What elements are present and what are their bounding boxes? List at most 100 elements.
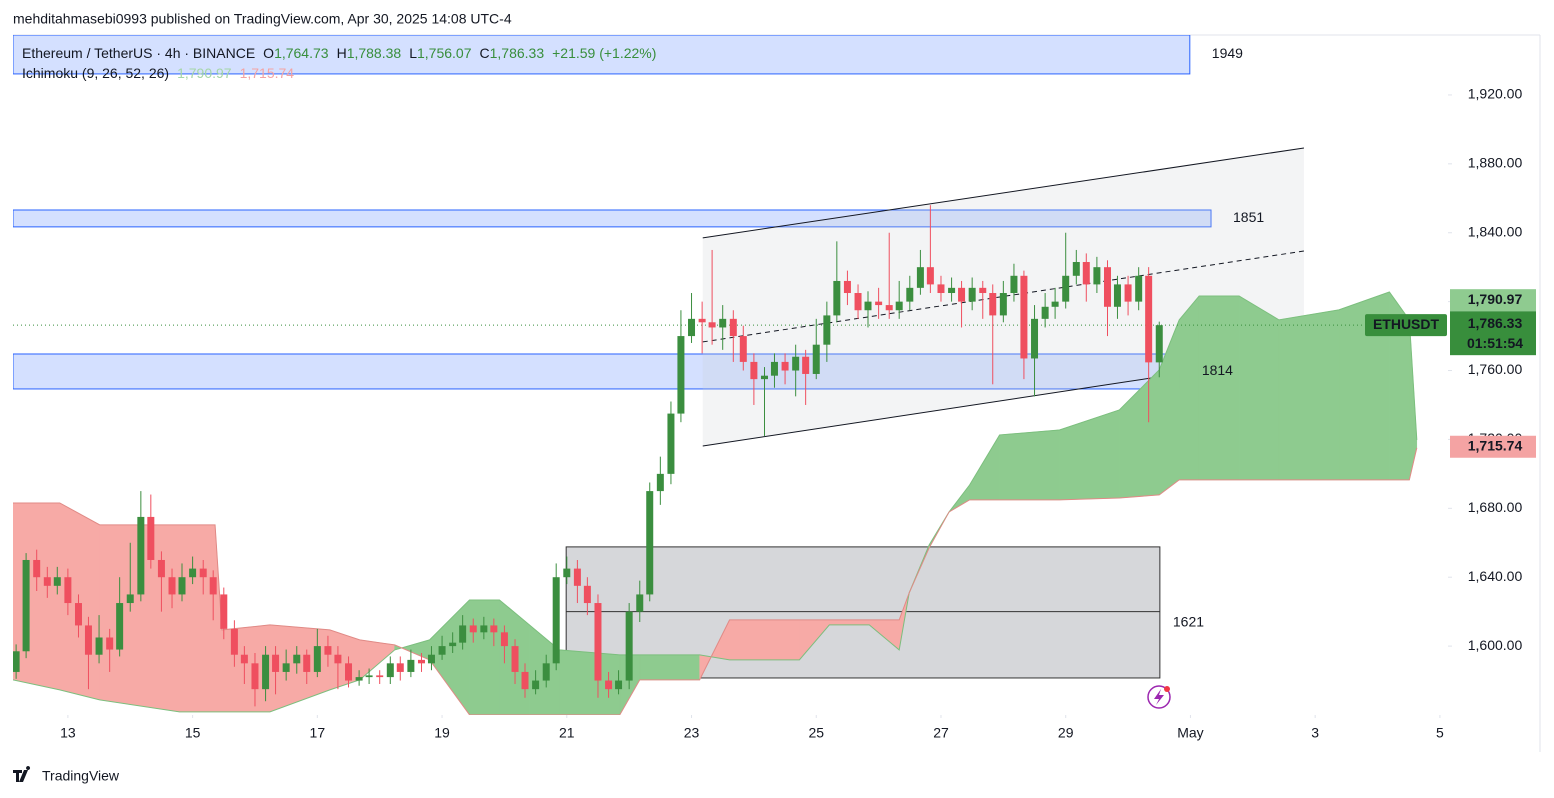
x-tick-label: 19 bbox=[434, 725, 450, 741]
candle-body bbox=[449, 642, 457, 647]
candle-body bbox=[906, 287, 914, 302]
candle-body bbox=[293, 654, 301, 664]
range-box-label: 1621 bbox=[1173, 613, 1204, 629]
x-tick-label: 15 bbox=[185, 725, 201, 741]
indicator-value: 1,790.97 bbox=[177, 65, 232, 81]
cloud-segment bbox=[13, 502, 61, 691]
candle-body bbox=[376, 675, 384, 678]
zone bbox=[13, 35, 1191, 75]
y-tick-label: 1,600.00 bbox=[1468, 637, 1523, 653]
candle-body bbox=[1051, 301, 1059, 307]
candle-body bbox=[605, 680, 613, 690]
countdown: 01:51:54 bbox=[1467, 335, 1523, 351]
candle-body bbox=[802, 356, 810, 374]
candle-body bbox=[646, 491, 654, 595]
candle-body bbox=[875, 301, 883, 306]
candle-body bbox=[1082, 262, 1090, 285]
candle-body bbox=[812, 344, 820, 374]
ohlc-key: H bbox=[337, 45, 347, 61]
ohlc-key: L bbox=[409, 45, 417, 61]
candle-body bbox=[303, 654, 311, 672]
zone-label: 1851 bbox=[1233, 209, 1264, 225]
candle-body bbox=[1093, 267, 1101, 285]
candle-body bbox=[345, 663, 353, 681]
x-tick-label: 21 bbox=[559, 725, 575, 741]
cloud-span_a bbox=[13, 291, 1418, 713]
cloud-segment bbox=[639, 654, 700, 681]
candle-body bbox=[854, 293, 862, 311]
candle-body bbox=[74, 603, 82, 626]
cloud-segment bbox=[1178, 295, 1200, 481]
x-tick-label: 23 bbox=[684, 725, 700, 741]
candle-body bbox=[240, 654, 248, 664]
candle-body bbox=[1124, 284, 1132, 302]
candle-body bbox=[137, 516, 145, 595]
candle-body bbox=[583, 585, 591, 604]
x-tick-label: 13 bbox=[60, 725, 76, 741]
candle-body bbox=[573, 568, 581, 586]
legend-header: Ethereum / TetherUS · 4h · BINANCE O1,764… bbox=[22, 45, 656, 61]
candle-body bbox=[168, 577, 176, 595]
candle-body bbox=[667, 413, 675, 474]
candle-body bbox=[189, 568, 197, 578]
candle-body bbox=[272, 654, 280, 672]
candle-body bbox=[563, 568, 571, 578]
candle-body bbox=[739, 336, 747, 362]
candle-body bbox=[209, 577, 217, 595]
candle-body bbox=[116, 603, 124, 650]
candle-body bbox=[1010, 275, 1018, 294]
candle-body bbox=[22, 559, 30, 652]
ohlc-value: 1,756.07 bbox=[417, 45, 472, 61]
last-price-tag bbox=[1450, 311, 1536, 356]
plot-area bbox=[13, 35, 1448, 715]
candle-body bbox=[698, 318, 706, 323]
candle-body bbox=[95, 637, 103, 655]
candle-body bbox=[594, 603, 602, 681]
cloud-segment bbox=[729, 619, 800, 661]
candle-body bbox=[656, 473, 664, 492]
candle-body bbox=[251, 663, 259, 690]
x-tick-label: 27 bbox=[933, 725, 949, 741]
ohlc-value: 1,786.33 bbox=[490, 45, 545, 61]
candle-body bbox=[1072, 262, 1080, 276]
ohlc-key: O bbox=[263, 45, 274, 61]
last-price-label: 1,786.33 bbox=[1468, 315, 1523, 331]
candle-body bbox=[1113, 284, 1121, 307]
candle-body bbox=[1135, 275, 1143, 302]
candle-body bbox=[178, 577, 186, 595]
attribution: mehditahmasebi0993 published on TradingV… bbox=[13, 11, 512, 27]
candle-body bbox=[615, 680, 623, 690]
cloud-segment bbox=[1238, 295, 1280, 481]
candle-body bbox=[230, 628, 238, 655]
x-tick-label: 29 bbox=[1058, 725, 1074, 741]
candle-body bbox=[1103, 267, 1111, 307]
candle-body bbox=[1041, 306, 1049, 319]
cloud-segment bbox=[1198, 295, 1240, 481]
candle-body bbox=[1062, 275, 1070, 302]
candle-body bbox=[469, 625, 477, 633]
symbol-tag bbox=[1365, 314, 1447, 337]
candle-body bbox=[126, 594, 134, 604]
indicator-legend: Ichimoku (9, 26, 52, 26) 1,790.97 1,715.74 bbox=[22, 65, 294, 81]
candle-body bbox=[636, 594, 644, 612]
footer-logo bbox=[13, 766, 31, 782]
candle-body bbox=[979, 287, 987, 294]
candle-body bbox=[147, 516, 155, 560]
candle-body bbox=[386, 663, 394, 678]
cloud-segment bbox=[469, 599, 500, 715]
candle-body bbox=[823, 315, 831, 345]
candle-body bbox=[365, 675, 373, 678]
candle-body bbox=[417, 659, 425, 664]
candle-body bbox=[750, 361, 758, 380]
candle-body bbox=[500, 632, 508, 647]
indicator-tag-label: 1,790.97 bbox=[1468, 291, 1523, 307]
change: +21.59 (+1.22%) bbox=[552, 45, 656, 61]
candle-body bbox=[864, 301, 872, 311]
candle-body bbox=[792, 356, 800, 371]
candle-body bbox=[989, 293, 997, 316]
candle-body bbox=[937, 284, 945, 294]
candle-body bbox=[199, 568, 207, 578]
footer: TradingView bbox=[42, 768, 120, 784]
candle-body bbox=[999, 293, 1007, 316]
